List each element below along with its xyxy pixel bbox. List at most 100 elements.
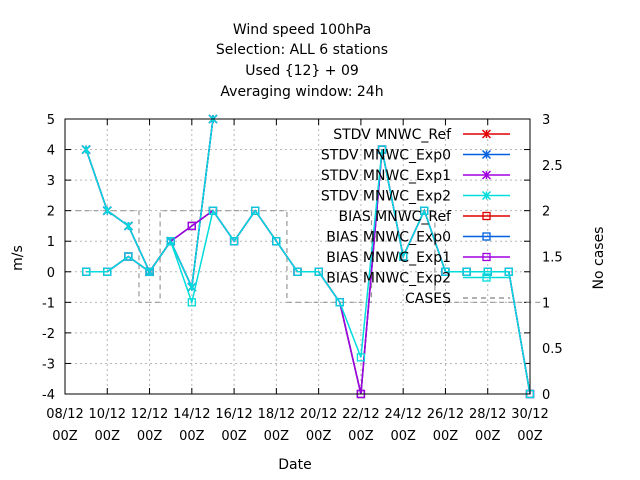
x-tick-sublabel: 00Z: [264, 429, 290, 444]
y2-tick-label: 1: [542, 296, 550, 311]
y-tick-label: -2: [42, 327, 55, 342]
legend-marker: [482, 232, 491, 241]
y2-tick-label: 1.5: [542, 251, 563, 266]
x-tick-sublabel: 00Z: [348, 429, 374, 444]
x-tick-label: 22/12: [342, 407, 379, 422]
legend-label: BIAS MNWC_Exp2: [326, 271, 451, 287]
y2-axis-ticks: 0 0.5 1 1.5 2 2.5 3: [542, 113, 563, 403]
x-tick-sublabel: 00Z: [475, 429, 501, 444]
x-tick-label: 24/12: [384, 407, 421, 422]
data-point: [81, 267, 91, 276]
x-tick-label: 30/12: [511, 407, 548, 422]
data-point: [123, 221, 133, 231]
x-tick-sublabel: 00Z: [95, 429, 121, 444]
x-tick-sublabel: 00Z: [390, 429, 416, 444]
y2-axis-label: No cases: [591, 227, 607, 290]
x-tick-label: 16/12: [215, 407, 252, 422]
data-point: [81, 145, 91, 155]
data-point: [103, 267, 112, 276]
plot-frame: [64, 118, 531, 395]
x-tick-label: 18/12: [258, 407, 295, 422]
data-point: [229, 237, 239, 246]
title-line-3: Used {12} + 09: [245, 63, 359, 79]
legend: STDV MNWC_Ref STDV MNWC_Exp0 STDV MNWC_Exp…: [321, 127, 510, 307]
x-axis-ticks: 08/12 00Z 10/12 00Z 12/12 00Z 14/12 00Z 16/12 00Z…: [46, 119, 549, 444]
legend-marker: [482, 211, 491, 221]
data-point: [251, 206, 260, 215]
x-tick-sublabel: 00Z: [137, 429, 163, 444]
y-tick-label: 4: [47, 144, 55, 159]
data-point: [102, 206, 112, 216]
y-tick-label: -3: [42, 357, 55, 372]
x-tick-label: 14/12: [173, 407, 210, 422]
x-tick-sublabel: 00Z: [179, 429, 205, 444]
y2-tick-label: 2: [542, 205, 550, 220]
legend-label: STDV MNWC_Exp1: [321, 168, 451, 184]
grid: [65, 119, 530, 394]
x-tick-sublabel: 00Z: [306, 429, 332, 444]
legend-label: BIAS MNWC_Ref: [339, 209, 453, 225]
y-axis-ticks: -4 -3 -2 -1 0 1 2 3 4 5: [42, 113, 530, 403]
legend-marker: [482, 252, 491, 262]
cases-line: [75, 210, 541, 303]
data-point: [272, 237, 281, 246]
data-point: [377, 145, 387, 154]
x-tick-label: 10/12: [89, 407, 126, 422]
y-tick-label: -4: [42, 388, 55, 403]
data-point: [399, 252, 408, 261]
x-tick-sublabel: 00Z: [221, 429, 247, 444]
data-point: [335, 298, 344, 307]
data-point: [166, 237, 175, 246]
data-point: [293, 267, 302, 276]
x-tick-sublabel: 00Z: [52, 429, 78, 444]
data-point: [441, 267, 450, 276]
data-point: [462, 267, 471, 276]
y-tick-label: 1: [47, 235, 55, 250]
legend-label: BIAS MNWC_Exp1: [326, 250, 451, 266]
legend-label: STDV MNWC_Exp2: [321, 189, 451, 205]
x-tick-sublabel: 00Z: [517, 429, 543, 444]
title-line-1: Wind speed 100hPa: [233, 22, 371, 38]
legend-marker: [481, 149, 492, 160]
legend-marker: [481, 170, 492, 180]
x-tick-sublabel: 00Z: [433, 429, 459, 444]
legend-label: CASES: [405, 291, 451, 307]
data-point: [504, 267, 514, 276]
y-tick-label: 0: [47, 266, 55, 281]
y-axis-label: m/s: [10, 245, 26, 271]
legend-label: STDV MNWC_Ref: [333, 127, 452, 143]
data-point: [420, 206, 429, 215]
legend-label: BIAS MNWC_Exp0: [326, 230, 451, 246]
y-tick-label: -1: [42, 296, 55, 311]
y-tick-label: 5: [47, 113, 55, 128]
series-line: [86, 149, 531, 395]
legend-marker: [481, 190, 492, 201]
x-tick-label: 20/12: [300, 407, 337, 422]
legend-marker: [481, 129, 492, 139]
y2-tick-label: 0: [542, 388, 550, 403]
data-point: [314, 267, 323, 276]
x-tick-label: 28/12: [469, 407, 506, 422]
y2-tick-label: 0.5: [542, 342, 563, 357]
data-point: [356, 353, 366, 362]
data-point: [124, 252, 133, 261]
data-point: [483, 267, 492, 276]
data-point: [187, 221, 196, 231]
data-point: [145, 267, 154, 276]
x-tick-label: 08/12: [46, 407, 83, 422]
series-bias-mnwc-exp2: [81, 145, 535, 399]
x-tick-label: 26/12: [427, 407, 464, 422]
title-line-2: Selection: ALL 6 stations: [216, 42, 388, 58]
y-tick-label: 2: [47, 205, 55, 220]
series-layer: [81, 114, 535, 399]
data-point: [187, 298, 196, 307]
y2-tick-label: 2.5: [542, 159, 563, 174]
title-line-4: Averaging window: 24h: [220, 84, 383, 100]
cases-layer: [75, 210, 541, 303]
y-tick-label: 3: [47, 174, 55, 189]
legend-marker: [482, 273, 491, 282]
x-axis-label: Date: [278, 457, 311, 473]
data-point: [208, 206, 218, 215]
chart-title: Wind speed 100hPa Selection: ALL 6 stati…: [216, 22, 388, 100]
